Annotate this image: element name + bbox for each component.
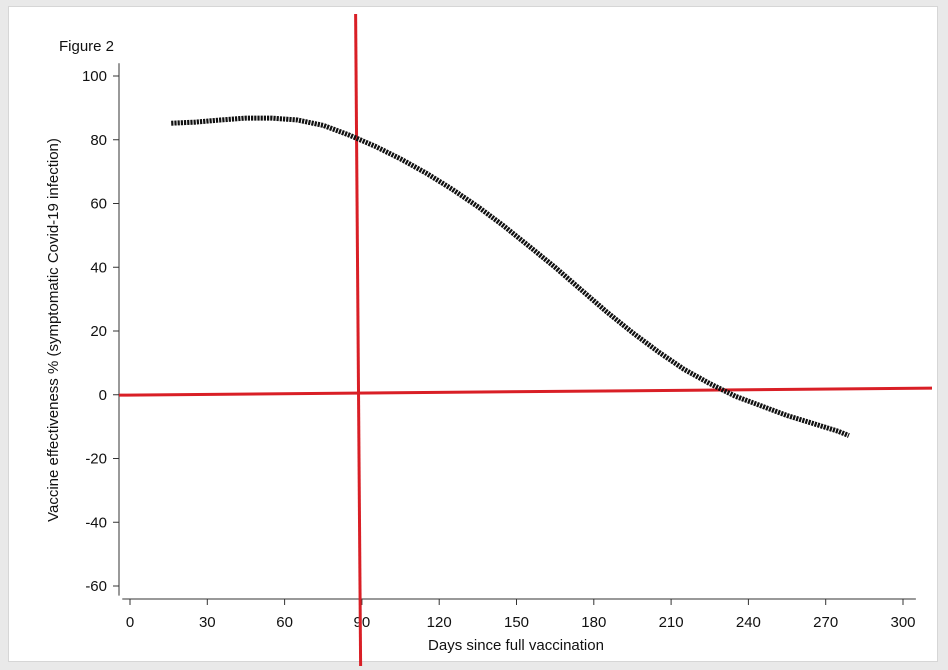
series-line-0	[171, 115, 850, 438]
figure-card	[8, 6, 938, 662]
series-layer	[171, 115, 850, 438]
y-tick-label: 100	[82, 68, 107, 85]
x-tick-label: 240	[736, 614, 761, 631]
x-tick-label: 120	[427, 614, 452, 631]
y-tick-label: -40	[85, 514, 107, 531]
horizontal-reference-line	[118, 386, 933, 397]
axes: 100 80 60 40 20 0 -20 -40 -60 0 30 60 90 120 150 180 210…	[82, 63, 916, 631]
y-tick-label: 40	[90, 259, 107, 276]
y-tick-label: 20	[90, 323, 107, 340]
x-tick-label: 180	[581, 614, 606, 631]
y-axis-label: Vaccine effectiveness % (symptomatic Cov…	[45, 138, 62, 522]
y-tick-label: 0	[99, 387, 107, 404]
y-tick-label: 60	[90, 196, 107, 213]
x-tick-label: 90	[354, 614, 371, 631]
figure-label: Figure 2	[59, 38, 114, 55]
y-tick-label: -60	[85, 578, 107, 595]
x-tick-label: 150	[504, 614, 529, 631]
vertical-reference-line	[354, 13, 363, 667]
x-tick-label: 300	[890, 614, 915, 631]
x-tick-label: 270	[813, 614, 838, 631]
x-tick-label: 0	[126, 614, 134, 631]
y-tick-label: -20	[85, 451, 107, 468]
y-tick-label: 80	[90, 132, 107, 149]
x-axis-label: Days since full vaccination	[428, 637, 604, 654]
reference-lines	[118, 13, 933, 667]
x-tick-label: 60	[276, 614, 293, 631]
x-tick-label: 210	[659, 614, 684, 631]
x-tick-label: 30	[199, 614, 216, 631]
